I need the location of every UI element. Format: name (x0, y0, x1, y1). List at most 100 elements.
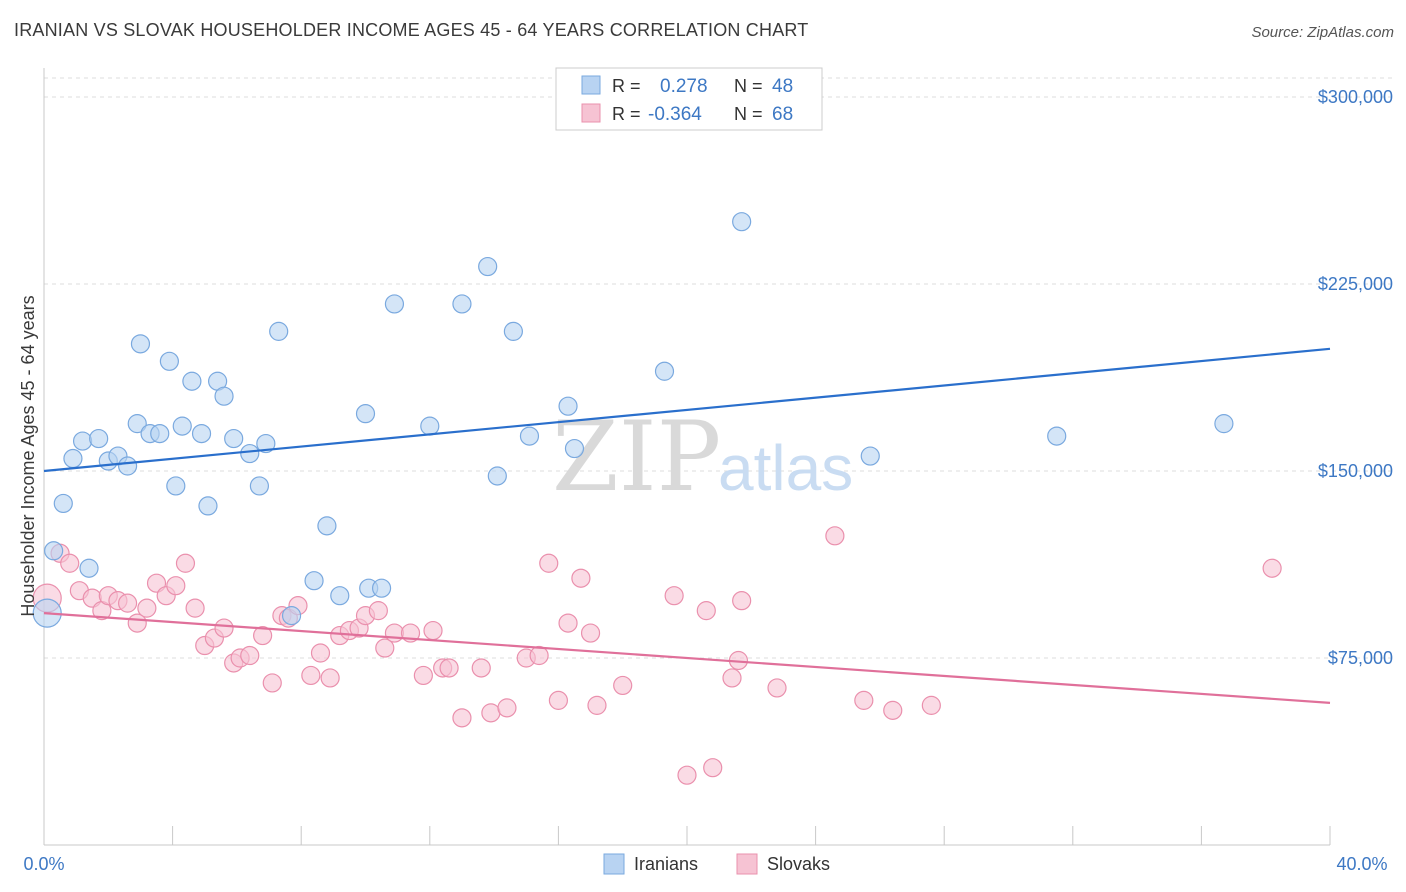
legend-swatch-iranians (581, 75, 601, 95)
slovaks-point-58 (703, 758, 723, 778)
iranians-point-23 (240, 443, 260, 464)
slovaks-trend-line (43, 612, 1331, 704)
y-tick-label-2: $225,000 (1318, 274, 1393, 294)
slovaks-point-8 (117, 593, 138, 613)
slovaks-point-57 (696, 601, 716, 621)
iranians-point-21 (214, 386, 234, 406)
iranians-point-3 (63, 448, 83, 469)
x-tick-marks (43, 826, 1331, 845)
iranians-point-30 (330, 586, 350, 606)
slovaks-point-45 (497, 698, 517, 718)
iranians-point-6 (89, 428, 109, 449)
bottom-legend-label-slovaks: Slovaks (767, 854, 830, 874)
watermark-atlas: atlas (718, 432, 853, 504)
legend-swatch-slovaks (581, 103, 601, 123)
slovaks-point-55 (664, 586, 684, 606)
slovaks-point-2 (60, 553, 80, 573)
iranians-point-34 (384, 294, 405, 314)
iranians-point-43 (654, 361, 675, 381)
iranians-point-46 (1047, 426, 1067, 446)
legend-n-value-iranians: 48 (772, 76, 793, 97)
x-tick-label-max: 40.0% (1336, 854, 1387, 874)
slovaks-point-15 (185, 598, 205, 618)
slovaks-point-34 (368, 601, 388, 621)
y-tick-label-0: $75,000 (1328, 648, 1393, 668)
slovaks-point-48 (539, 553, 559, 573)
iranians-point-39 (503, 321, 523, 341)
slovaks-point-21 (240, 645, 260, 666)
iranians-point-29 (317, 516, 337, 536)
iranians-point-35 (420, 416, 440, 436)
slovaks-point-18 (214, 618, 234, 638)
chart-title: IRANIAN VS SLOVAK HOUSEHOLDER INCOME AGE… (14, 20, 809, 40)
iranians-point-28 (304, 571, 324, 591)
legend-n-value-slovaks: 68 (772, 104, 793, 125)
trend-lines (43, 347, 1331, 704)
slovaks-point-38 (413, 665, 433, 686)
iranians-point-40 (519, 426, 540, 446)
slovaks-point-67 (1262, 558, 1282, 578)
slovaks-point-36 (384, 623, 405, 643)
slovaks-point-29 (320, 668, 340, 688)
legend-r-label-slovaks: R = (612, 104, 641, 124)
legend-n-label-slovaks: N = (734, 104, 763, 124)
iranians-point-26 (269, 321, 289, 341)
iranians-point-36 (452, 294, 472, 314)
bottom-legend-swatch-slovaks (736, 853, 758, 875)
iranians-point-27 (281, 606, 302, 626)
y-tick-label-3: $300,000 (1318, 87, 1393, 107)
slovaks-point-14 (175, 553, 196, 573)
grid-lines (44, 77, 1392, 659)
slovaks-point-23 (262, 673, 282, 693)
slovaks-point-56 (677, 765, 697, 785)
slovaks-point-52 (580, 623, 601, 643)
iranians-point-1 (44, 541, 64, 561)
legend-r-value-slovaks: -0.364 (648, 104, 702, 125)
slovaks-point-41 (439, 658, 459, 678)
slovaks-point-39 (423, 620, 443, 641)
iranians-point-14 (159, 351, 179, 371)
slovaks-point-35 (375, 638, 395, 658)
slovaks-point-28 (310, 643, 331, 663)
slovaks-point-53 (587, 695, 607, 715)
iranians-point-41 (558, 396, 578, 416)
slovaks-point-44 (481, 703, 501, 723)
x-tick-label-min: 0.0% (23, 854, 64, 874)
slovaks-point-42 (452, 708, 472, 728)
slovaks-point-50 (558, 613, 578, 633)
slovaks-point-51 (571, 568, 591, 588)
iranians-point-9 (117, 456, 138, 476)
iranians-point-38 (487, 466, 507, 486)
iranians-point-18 (191, 424, 212, 444)
y-axis-label: Householder Income Ages 45 - 64 years (18, 295, 38, 616)
y-tick-label-1: $150,000 (1318, 461, 1393, 481)
iranians-point-5 (79, 558, 99, 578)
iranians-point-13 (150, 424, 170, 444)
iranians-point-47 (1214, 414, 1234, 434)
slovaks-point-49 (548, 690, 569, 710)
slovaks-point-47 (529, 645, 549, 666)
iranians-point-19 (198, 496, 218, 516)
iranians-point-15 (166, 476, 186, 496)
legend-r-label-iranians: R = (612, 76, 641, 96)
iranians-point-17 (182, 371, 202, 391)
slovaks-point-64 (854, 690, 874, 710)
iranians-point-10 (127, 414, 147, 434)
slovaks-point-61 (732, 591, 752, 611)
iranians-point-22 (224, 428, 244, 449)
iranians-point-44 (732, 212, 752, 232)
iranians-point-24 (249, 476, 270, 496)
y-tick-labels: $75,000 $150,000 $225,000 $300,000 (1318, 87, 1393, 668)
series-iranians-points (32, 212, 1234, 628)
legend-n-label-iranians: N = (734, 76, 763, 96)
slovaks-point-63 (825, 526, 845, 546)
bottom-legend-swatch-iranians (603, 853, 625, 875)
slovaks-point-65 (883, 700, 903, 720)
legend-r-value-iranians: 0.278 (660, 76, 708, 97)
iranians-trend-line (43, 347, 1331, 473)
slovaks-point-13 (166, 576, 186, 596)
iranians-point-45 (860, 446, 880, 466)
slovaks-point-66 (921, 695, 941, 715)
slovaks-point-59 (722, 668, 742, 688)
